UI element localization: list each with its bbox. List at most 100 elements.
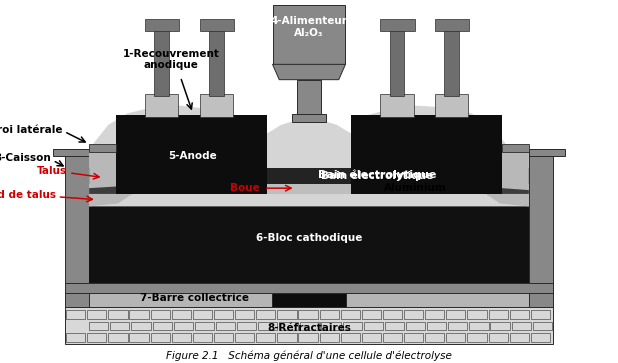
Bar [364,322,383,330]
Bar [273,5,345,64]
Bar [116,115,267,194]
Bar [389,29,404,96]
Bar [488,333,508,342]
Bar [300,322,320,330]
Bar [406,322,425,330]
Bar [434,19,469,31]
Text: 3-Caisson: 3-Caisson [0,154,51,163]
Bar [89,322,108,330]
Bar [130,333,149,342]
Bar [531,333,550,342]
Bar [193,310,212,319]
Bar [110,322,130,330]
Bar [214,310,233,319]
Bar [404,310,423,319]
Bar [216,322,235,330]
Bar [529,149,565,156]
Bar [510,310,529,319]
Text: 6-Bloc cathodique: 6-Bloc cathodique [256,233,362,243]
Bar [321,322,341,330]
Text: Figure 2.1   Schéma général d'une cellule d'électrolyse: Figure 2.1 Schéma général d'une cellule … [166,351,452,361]
Bar [383,333,402,342]
Bar [214,333,233,342]
Bar [351,115,502,194]
Bar [383,310,402,319]
Bar [256,310,276,319]
Bar [108,310,127,319]
Bar [448,322,467,330]
Text: Boue: Boue [230,183,260,193]
Text: 4-Alimenteur
Al₂O₃: 4-Alimenteur Al₂O₃ [271,16,347,38]
Bar [89,194,529,283]
Text: 8-Réfractaires: 8-Réfractaires [267,323,351,333]
Bar [488,310,508,319]
Bar [467,310,486,319]
Polygon shape [89,106,529,207]
Bar [341,310,360,319]
Bar [209,29,224,96]
Bar [529,149,553,307]
Bar [434,94,468,117]
Bar [172,310,191,319]
Polygon shape [89,149,142,207]
Text: 2-Paroi latérale: 2-Paroi latérale [0,125,62,135]
Bar [425,333,444,342]
Bar [172,333,191,342]
Bar [258,322,277,330]
Bar [200,19,234,31]
Bar [200,94,233,117]
Bar [132,322,151,330]
Text: Bain électrolytique: Bain électrolytique [318,170,436,180]
Bar [502,144,529,152]
Bar [512,322,531,330]
Bar [65,287,271,307]
Bar [53,149,89,156]
Bar [153,322,172,330]
Bar [320,333,339,342]
Text: Aluminium: Aluminium [384,183,447,193]
Text: 1-Recouvrement
anodique: 1-Recouvrement anodique [122,49,219,70]
Bar [235,333,254,342]
Bar [277,333,297,342]
Bar [444,29,459,96]
Bar [279,322,298,330]
Text: Aluminium: Aluminium [355,172,418,182]
Bar [446,333,465,342]
Bar [298,310,318,319]
Bar [491,322,510,330]
Bar [342,322,362,330]
Bar [271,287,347,307]
Bar [237,322,256,330]
Bar [297,80,321,116]
Bar [347,287,553,307]
Bar [425,310,444,319]
Bar [298,333,318,342]
Text: 5-Anode: 5-Anode [169,151,217,160]
Bar [510,333,529,342]
Bar [66,310,85,319]
Text: Pied de talus: Pied de talus [0,190,56,200]
Bar [385,322,404,330]
Text: 7-Barre collectrice: 7-Barre collectrice [140,293,249,303]
Bar [380,19,415,31]
Bar [65,283,553,293]
Polygon shape [89,182,262,194]
Bar [66,333,85,342]
Bar [151,310,170,319]
Bar [87,333,106,342]
Bar [193,333,212,342]
Bar [195,322,214,330]
Bar [469,322,488,330]
Bar [145,94,179,117]
Bar [174,322,193,330]
Bar [87,310,106,319]
Bar [89,144,116,152]
Polygon shape [89,184,529,194]
Bar [427,322,446,330]
Bar [65,307,553,344]
Bar [292,114,326,122]
Polygon shape [89,168,529,184]
Bar [531,310,550,319]
Bar [108,333,127,342]
Bar [362,310,381,319]
